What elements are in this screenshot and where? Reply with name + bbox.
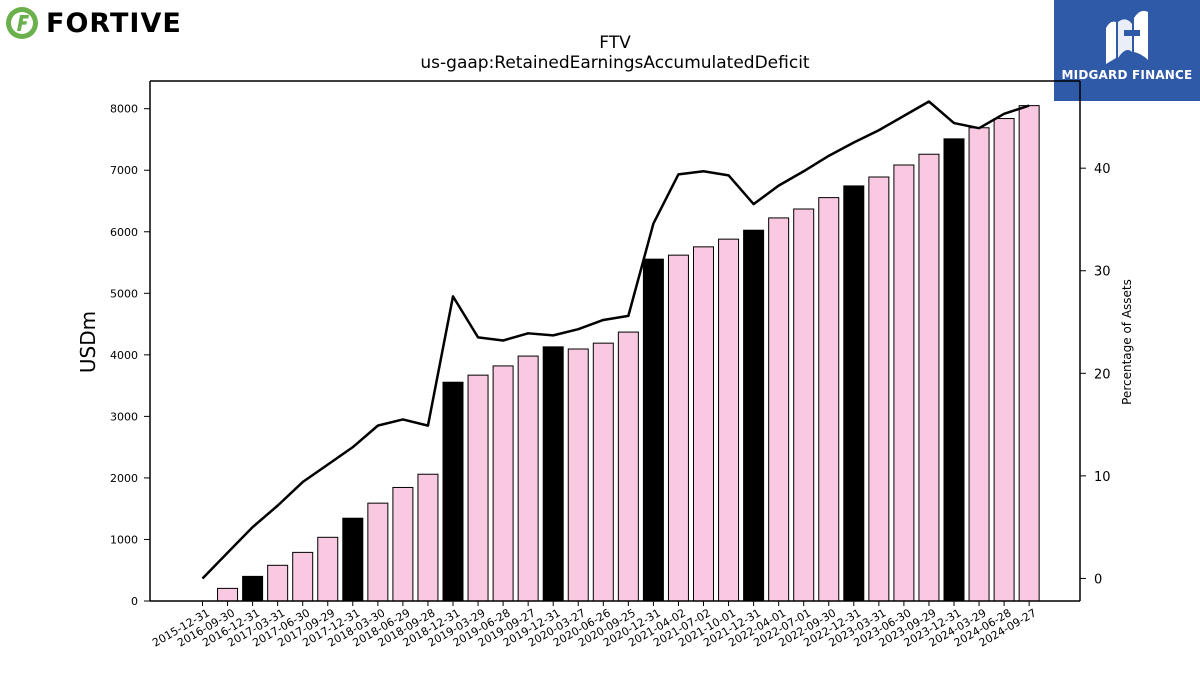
midgard-logo-mark (1106, 10, 1148, 65)
bar (743, 229, 765, 602)
bar (993, 118, 1015, 602)
bar (1018, 105, 1040, 602)
bar (843, 185, 865, 602)
y2-tick-label: 20 (1094, 367, 1111, 382)
midgard-logo-text: MIDGARD FINANCE (1061, 68, 1193, 82)
bar (517, 355, 539, 602)
bar (217, 587, 239, 602)
bar (768, 217, 790, 602)
y-tick-label: 4000 (110, 349, 138, 362)
bar (442, 381, 464, 602)
bar (342, 517, 364, 602)
y-tick-label: 8000 (110, 103, 138, 116)
bar (392, 486, 414, 602)
chart-subtitle: us-gaap:RetainedEarningsAccumulatedDefic… (420, 53, 810, 73)
axes: 0 1000 2000 3000 4000 5000 6000 7000 8000 0 10 20 30… (110, 80, 1111, 608)
bar (592, 342, 614, 602)
bar (868, 176, 890, 602)
bar (417, 473, 439, 602)
bar (968, 127, 990, 602)
y2-tick-label: 40 (1094, 162, 1111, 177)
y-tick-label: 7000 (110, 164, 138, 177)
y2-axis-label: Percentage of Assets (1120, 279, 1134, 405)
percentage-line (201, 100, 1030, 580)
midgard-finance-logo: MIDGARD FINANCE (1054, 0, 1200, 101)
fortive-logo-text: FORTIVE (46, 7, 182, 39)
bar (542, 346, 564, 602)
bar (317, 536, 339, 602)
y-tick-label: 5000 (110, 287, 138, 300)
bar (918, 153, 940, 602)
bar (693, 246, 714, 602)
y-tick-label: 6000 (110, 226, 138, 239)
y-tick-label: 1000 (110, 533, 138, 546)
bar (943, 138, 965, 602)
bar (367, 502, 389, 602)
percentage-line-series (201, 100, 1030, 580)
y2-tick-label: 0 (1094, 572, 1102, 587)
bar (793, 208, 815, 602)
fortive-logo: FORTIVE (4, 4, 182, 42)
bar (642, 258, 664, 602)
y-tick-label: 2000 (110, 472, 138, 485)
y-axis-label: USDm (76, 311, 100, 373)
bar (292, 551, 314, 602)
bar (718, 238, 740, 602)
bar (467, 374, 489, 602)
bar (267, 564, 289, 602)
chart-title: FTV (599, 33, 631, 53)
bar (617, 331, 639, 602)
bar (893, 164, 915, 602)
bar (242, 575, 264, 602)
bar-series (217, 105, 1040, 602)
fortive-logo-icon (6, 7, 38, 39)
x-tick-labels: 2015-12-312016-09-302016-12-312017-03-31… (150, 601, 1039, 650)
y2-tick-label: 30 (1094, 265, 1111, 280)
y-tick-label: 0 (131, 595, 138, 608)
bar (818, 197, 840, 602)
y-tick-label: 3000 (110, 410, 138, 423)
bar (667, 254, 689, 602)
y2-tick-label: 10 (1094, 470, 1111, 485)
bar (567, 348, 589, 602)
bar (492, 365, 514, 602)
